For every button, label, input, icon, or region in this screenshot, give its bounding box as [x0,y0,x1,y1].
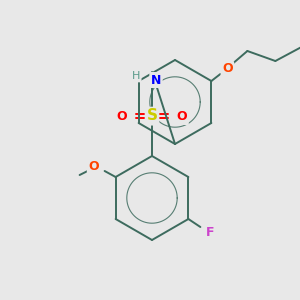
Text: F: F [206,226,214,238]
Text: O: O [117,110,127,124]
Text: O: O [177,110,187,124]
Text: S: S [146,109,158,124]
Text: H: H [132,71,140,81]
Text: N: N [151,74,161,86]
Text: O: O [88,160,99,172]
Text: O: O [222,62,233,76]
